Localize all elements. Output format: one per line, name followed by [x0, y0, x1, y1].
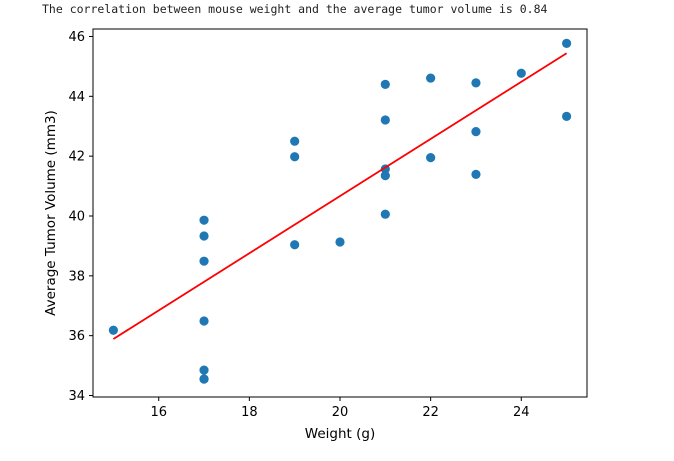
scatter-point [199, 316, 209, 326]
scatter-point [471, 78, 481, 88]
y-axis-ticks: 34 36 38 40 42 44 46 [68, 30, 93, 404]
x-axis-label: Weight (g) [305, 426, 375, 442]
y-tick-label: 40 [68, 209, 85, 224]
scatter-point [199, 215, 209, 225]
scatter-point [199, 374, 209, 384]
scatter-point [290, 240, 300, 250]
scatter-point [199, 365, 209, 375]
x-tick-label: 24 [513, 405, 530, 420]
correlation-output-text: The correlation between mouse weight and… [42, 2, 548, 16]
y-tick-label: 46 [68, 30, 85, 45]
scatter-point [562, 38, 572, 48]
y-tick-label: 44 [68, 90, 85, 105]
scatter-point [380, 171, 390, 181]
y-tick-label: 34 [68, 389, 85, 404]
x-tick-label: 18 [241, 405, 258, 420]
scatter-point [335, 237, 345, 247]
x-tick-label: 16 [150, 405, 167, 420]
x-tick-label: 20 [332, 405, 349, 420]
scatter-point [426, 153, 436, 163]
y-tick-label: 36 [68, 329, 85, 344]
scatter-point [426, 73, 436, 83]
y-tick-label: 38 [68, 269, 85, 284]
plot-marks [108, 38, 572, 384]
x-axis-ticks: 16 18 20 22 24 [150, 397, 530, 420]
scatter-point [516, 68, 526, 78]
plot-frame [92, 28, 588, 398]
scatter-point [290, 152, 300, 162]
regression-line [112, 52, 568, 340]
scatter-point [471, 169, 481, 180]
y-axis-label: Average Tumor Volume (mm3) [43, 110, 59, 316]
scatter-point [562, 111, 572, 121]
scatter-point [199, 256, 209, 266]
y-tick-label: 42 [68, 150, 85, 165]
x-tick-label: 22 [422, 405, 439, 420]
scatter-point [290, 136, 300, 146]
scatter-point [199, 231, 209, 241]
scatter-point [108, 325, 118, 335]
scatter-point [380, 209, 390, 219]
scatter-point [380, 115, 390, 125]
scatter-point [380, 79, 390, 89]
scatter-point [471, 127, 481, 137]
